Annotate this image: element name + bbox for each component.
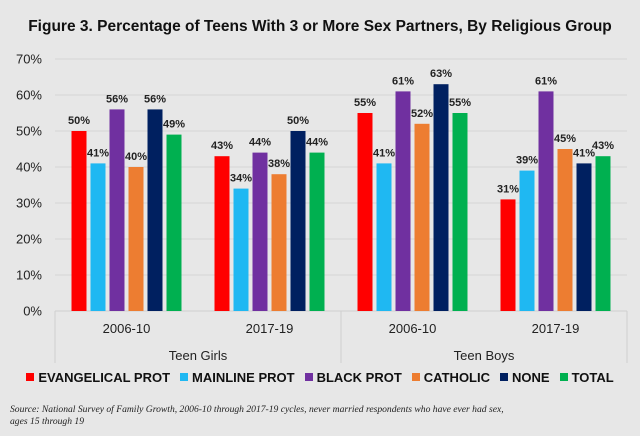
legend-label: NONE: [512, 370, 550, 385]
bar: [309, 152, 325, 311]
data-label: 55%: [354, 97, 376, 109]
bar: [71, 131, 87, 311]
bar-chart: 0% 10% 20% 30% 40% 50% 60% 70% 50% 41% 56% 40% 56% 49…: [16, 52, 628, 363]
source-note: Source: National Survey of Family Growth…: [10, 404, 504, 427]
y-tick-label: 30%: [16, 196, 42, 211]
legend-label: BLACK PROT: [316, 370, 402, 385]
legend-swatch: [559, 373, 568, 381]
bar: [128, 167, 144, 311]
y-tick-label: 50%: [16, 124, 42, 139]
x-category-label: 2006-10: [103, 321, 151, 336]
bar: [290, 131, 306, 311]
legend-item: TOTAL: [559, 370, 614, 385]
chart-title: Figure 3. Percentage of Teens With 3 or …: [28, 18, 612, 35]
legend-label: MAINLINE PROT: [192, 370, 295, 385]
data-label: 63%: [430, 68, 452, 80]
data-label: 50%: [287, 115, 309, 127]
y-tick-label: 0%: [23, 304, 42, 319]
data-label: 41%: [373, 147, 395, 159]
x-category-label: 2017-19: [532, 321, 580, 336]
data-label: 40%: [125, 151, 147, 163]
legend: EVANGELICAL PROT MAINLINE PROT BLACK PROT C…: [0, 370, 640, 385]
data-label: 41%: [87, 147, 109, 159]
data-label: 39%: [516, 155, 538, 167]
legend-item: CATHOLIC: [411, 370, 490, 385]
bar: [271, 174, 287, 311]
legend-swatch: [500, 373, 508, 381]
legend-swatch: [304, 373, 313, 381]
x-category-label: 2006-10: [389, 321, 437, 336]
y-tick-label: 20%: [16, 232, 42, 247]
data-label: 61%: [392, 75, 414, 87]
data-label: 41%: [573, 147, 595, 159]
bar: [576, 163, 592, 311]
legend-item: EVANGELICAL PROT: [26, 370, 170, 385]
data-label: 44%: [306, 137, 328, 149]
bar: [90, 163, 106, 311]
legend-swatch: [26, 373, 35, 381]
bar: [214, 156, 230, 311]
legend-swatch: [411, 373, 420, 381]
data-label: 44%: [249, 137, 271, 149]
x-category-label: 2017-19: [246, 321, 294, 336]
bar: [147, 109, 163, 312]
data-label: 56%: [106, 93, 128, 105]
data-label: 49%: [163, 119, 185, 131]
x-group-label: Teen Girls: [169, 348, 228, 363]
y-tick-label: 40%: [16, 160, 42, 175]
data-label: 43%: [211, 140, 233, 152]
data-label: 43%: [592, 140, 614, 152]
data-label: 38%: [268, 158, 290, 170]
bar: [252, 152, 268, 311]
x-group-label: Teen Boys: [454, 348, 515, 363]
legend-label: TOTAL: [571, 370, 614, 385]
bar: [109, 109, 125, 312]
bar: [357, 113, 373, 311]
legend-item: NONE: [500, 370, 550, 385]
bar: [538, 91, 554, 312]
data-label: 50%: [68, 115, 90, 127]
bar: [433, 84, 449, 311]
legend-swatch: [180, 373, 189, 381]
data-label: 34%: [230, 173, 252, 185]
legend-label: EVANGELICAL PROT: [38, 370, 171, 385]
y-tick-label: 70%: [16, 52, 42, 67]
bar: [452, 113, 468, 311]
bar: [519, 170, 535, 311]
data-label: 45%: [554, 133, 576, 145]
bar: [395, 91, 411, 312]
bar: [500, 199, 516, 311]
y-tick-label: 10%: [16, 268, 42, 283]
bar: [166, 134, 182, 311]
legend-item: BLACK PROT: [304, 370, 402, 385]
bar: [557, 149, 573, 311]
bar: [414, 123, 430, 311]
data-label: 52%: [411, 108, 433, 120]
legend-item: MAINLINE PROT: [180, 370, 295, 385]
data-label: 31%: [497, 183, 519, 195]
bar: [595, 156, 611, 311]
data-label: 61%: [535, 75, 557, 87]
bar: [233, 188, 249, 311]
bar: [376, 163, 392, 311]
y-tick-label: 60%: [16, 88, 42, 103]
data-label: 56%: [144, 93, 166, 105]
legend-label: CATHOLIC: [423, 370, 490, 385]
data-label: 55%: [449, 97, 471, 109]
